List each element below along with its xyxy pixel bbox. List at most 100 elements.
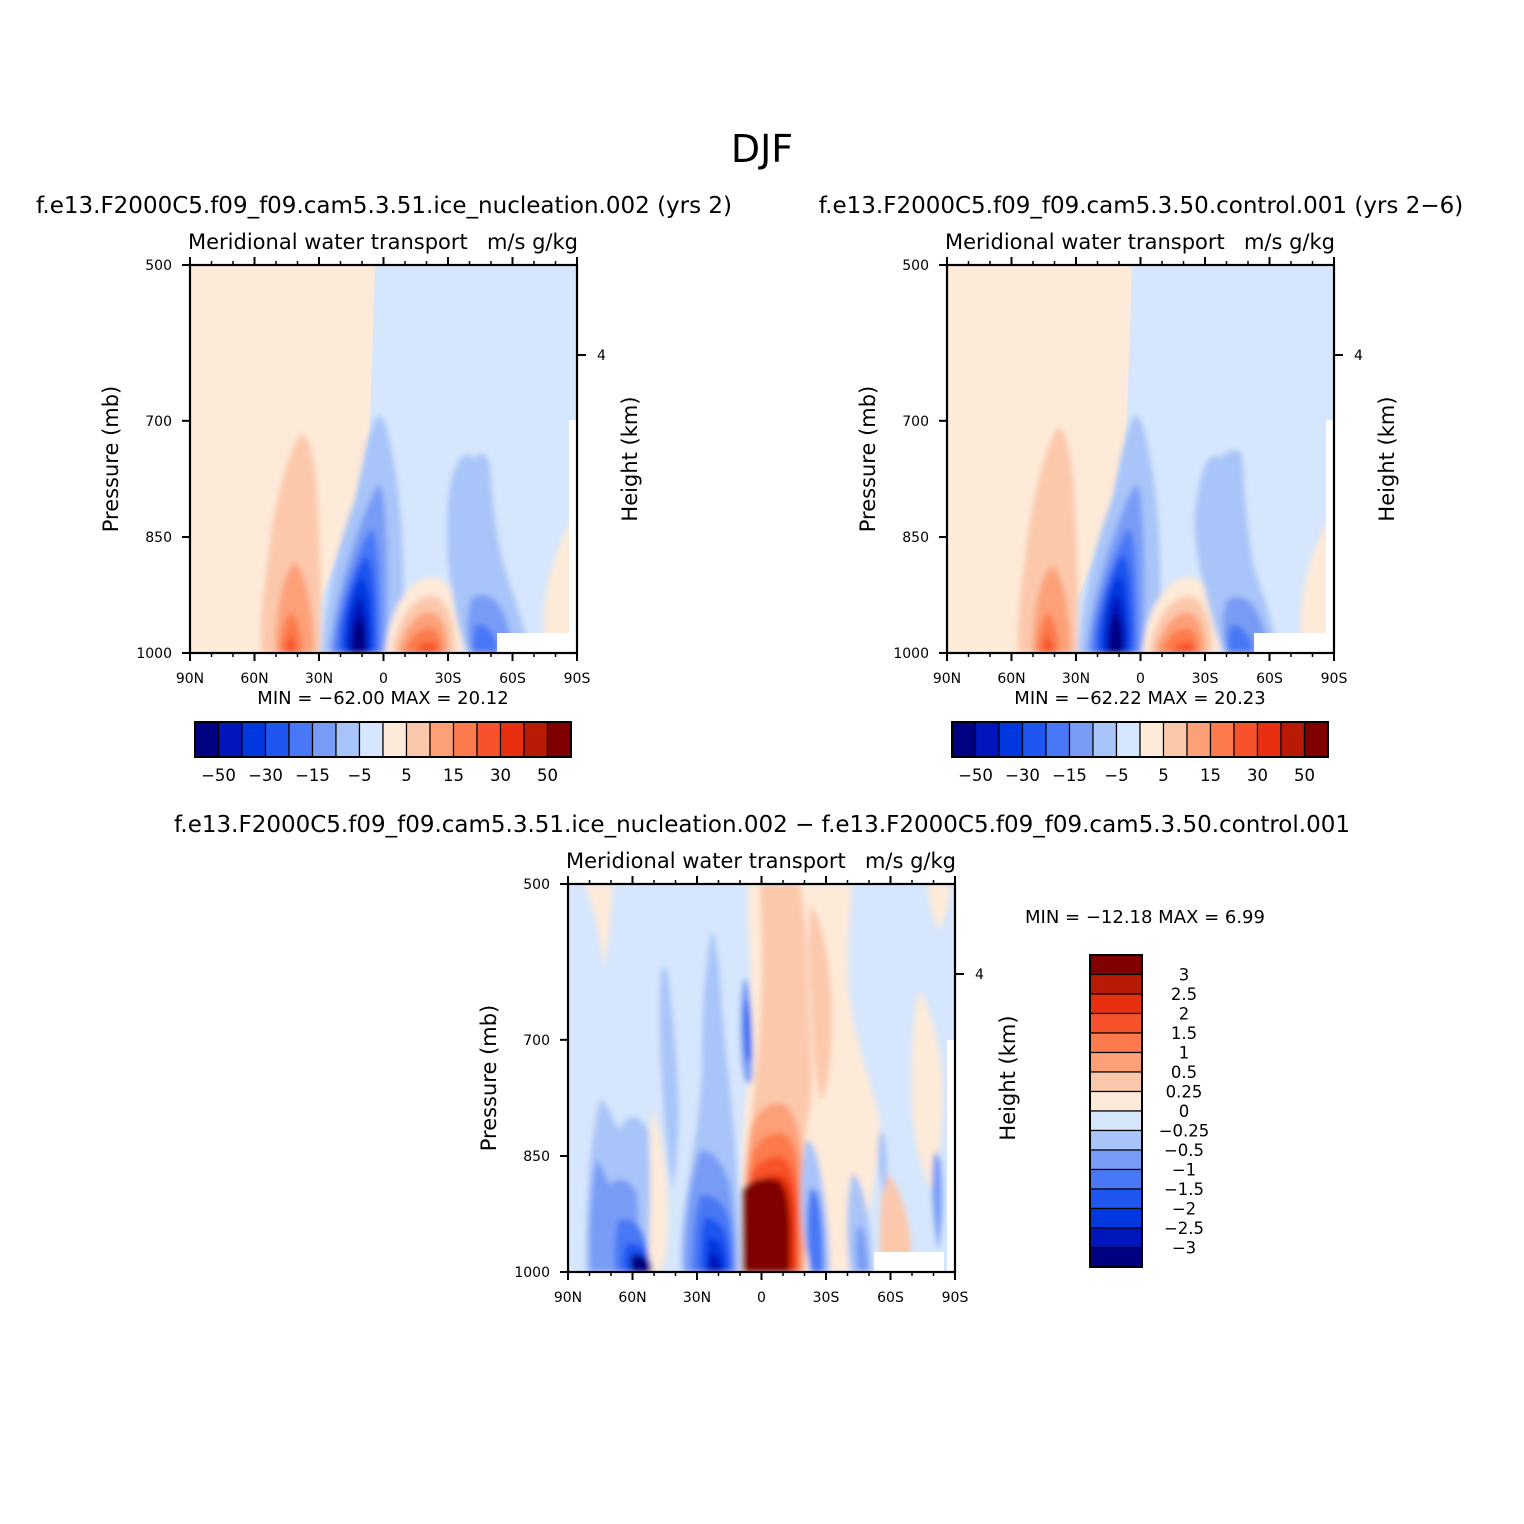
- colorbar-swatch: [194, 721, 220, 758]
- x-tick-label: 0: [379, 671, 388, 687]
- colorbar-label: 3: [1179, 966, 1190, 985]
- figure-title: DJF: [731, 127, 793, 171]
- panel-difference-contour-field: [568, 884, 955, 1272]
- x-tick-label: 30N: [305, 671, 333, 687]
- colorbar-swatch: [1139, 721, 1165, 758]
- colorbar-label: 1: [1179, 1044, 1190, 1063]
- colorbar-swatch: [382, 721, 408, 758]
- panel-control-case-title: f.e13.F2000C5.f09_f09.cam5.3.50.control.…: [819, 193, 1463, 219]
- colorbar-swatch: [1089, 954, 1143, 976]
- panel-control-min-max: MIN = −62.22 MAX = 20.23: [1014, 688, 1265, 709]
- y-tick-label: 500: [145, 258, 172, 274]
- colorbar-label: −30: [1005, 766, 1040, 785]
- colorbar-swatch: [1089, 1168, 1143, 1190]
- colorbar-swatch: [1089, 1188, 1143, 1210]
- panel-test: f.e13.F2000C5.f09_f09.cam5.3.51.ice_nucl…: [36, 193, 732, 709]
- y-tick-label: 1000: [893, 646, 929, 662]
- x-tick-label: 90N: [933, 671, 961, 687]
- colorbar-label: −1: [1172, 1161, 1196, 1180]
- panel-control: f.e13.F2000C5.f09_f09.cam5.3.50.control.…: [819, 193, 1463, 709]
- colorbar-difference: 32.521.510.50.250−0.25−0.5−1−1.5−2−2.5−3: [1089, 954, 1209, 1268]
- colorbar-swatch: [1089, 993, 1143, 1015]
- colorbar-swatch: [1089, 1032, 1143, 1054]
- colorbar-label: 5: [401, 766, 412, 785]
- colorbar-label: −5: [1104, 766, 1128, 785]
- colorbar-swatch: [1303, 721, 1329, 758]
- x-tick-label: 0: [1136, 671, 1145, 687]
- x-tick-label: 60N: [997, 671, 1025, 687]
- panel-test-variable-title: Meridional water transport: [188, 230, 468, 254]
- colorbar-swatch: [1089, 1227, 1143, 1249]
- colorbar-label: −30: [248, 766, 283, 785]
- panel-difference-units: m/s g/kg: [865, 849, 956, 873]
- y-tick-label: 850: [902, 530, 929, 546]
- colorbar-control: −50 −30 −15 −5 5 15 30 50: [951, 721, 1329, 785]
- y2-axis-label: Height (km): [996, 1015, 1020, 1140]
- colorbar-swatch: [1280, 721, 1306, 758]
- colorbar-frame: [951, 721, 1329, 758]
- y2-tick-label: 4: [975, 967, 984, 983]
- x-tick-label: 60N: [618, 1290, 646, 1306]
- x-tick-label: 60S: [499, 671, 526, 687]
- colorbar-swatch: [998, 721, 1024, 758]
- panel-difference-variable-title: Meridional water transport: [566, 849, 846, 873]
- colorbar-label: −50: [958, 766, 993, 785]
- x-tick-label: 60S: [877, 1290, 904, 1306]
- panel-test-case-title: f.e13.F2000C5.f09_f09.cam5.3.51.ice_nucl…: [36, 193, 732, 219]
- colorbar-swatch: [1209, 721, 1235, 758]
- colorbar-swatch: [523, 721, 549, 758]
- colorbar-label: −0.5: [1164, 1141, 1204, 1160]
- panel-control-units: m/s g/kg: [1244, 230, 1335, 254]
- colorbar-label: 30: [1247, 766, 1268, 785]
- colorbar-label: −1.5: [1164, 1180, 1204, 1199]
- colorbar-swatch: [358, 721, 384, 758]
- panel-control-contour-field: [947, 265, 1334, 653]
- colorbar-swatch: [546, 721, 572, 758]
- colorbar-label: −5: [347, 766, 371, 785]
- colorbar-swatch: [1089, 973, 1143, 995]
- y-tick-label: 1000: [514, 1265, 550, 1281]
- panel-difference: f.e13.F2000C5.f09_f09.cam5.3.51.ice_nucl…: [174, 812, 1350, 1306]
- colorbar-label: 15: [443, 766, 464, 785]
- colorbar-swatch: [1021, 721, 1047, 758]
- colorbar-swatch: [335, 721, 361, 758]
- x-tick-label: 60S: [1256, 671, 1283, 687]
- colorbar-label: 5: [1158, 766, 1169, 785]
- x-tick-label: 30S: [435, 671, 462, 687]
- colorbar-label: 1.5: [1171, 1024, 1197, 1043]
- x-tick-label: 30N: [1062, 671, 1090, 687]
- colorbar-label: 2.5: [1171, 985, 1197, 1004]
- panel-control-frame: 90N 60N 30N 0 30S 60S 90S 500 700 850 1000 4 Pressur…: [856, 257, 1399, 709]
- colorbar-swatch: [241, 721, 267, 758]
- y-tick-label: 500: [902, 258, 929, 274]
- colorbar-label: 50: [537, 766, 558, 785]
- colorbar-frame: [194, 721, 572, 758]
- x-tick-label: 60N: [240, 671, 268, 687]
- colorbar-swatch: [1089, 1090, 1143, 1112]
- colorbar-label: −15: [1052, 766, 1087, 785]
- colorbar-swatch: [217, 721, 243, 758]
- colorbar-swatch: [1089, 1207, 1143, 1229]
- colorbar-swatch: [311, 721, 337, 758]
- colorbar-label: 2: [1179, 1005, 1190, 1024]
- colorbar-swatch: [1089, 1051, 1143, 1073]
- colorbar-frame: [1089, 954, 1143, 1268]
- y-tick-label: 850: [523, 1149, 550, 1165]
- panel-control-variable-title: Meridional water transport: [945, 230, 1225, 254]
- colorbar-swatch: [951, 721, 977, 758]
- colorbar-swatch: [288, 721, 314, 758]
- y2-tick-label: 4: [1354, 348, 1363, 364]
- x-tick-label: 30S: [813, 1290, 840, 1306]
- panel-test-units: m/s g/kg: [487, 230, 578, 254]
- y-tick-label: 700: [145, 414, 172, 430]
- y-axis-label: Pressure (mb): [856, 386, 880, 533]
- y-tick-label: 1000: [136, 646, 172, 662]
- colorbar-swatch: [264, 721, 290, 758]
- x-tick-label: 90S: [564, 671, 591, 687]
- colorbar-label: −15: [295, 766, 330, 785]
- colorbar-swatch: [452, 721, 478, 758]
- y2-axis-label: Height (km): [1375, 396, 1399, 521]
- colorbar-swatch: [1256, 721, 1282, 758]
- colorbar-swatch: [1186, 721, 1212, 758]
- y-tick-label: 500: [523, 877, 550, 893]
